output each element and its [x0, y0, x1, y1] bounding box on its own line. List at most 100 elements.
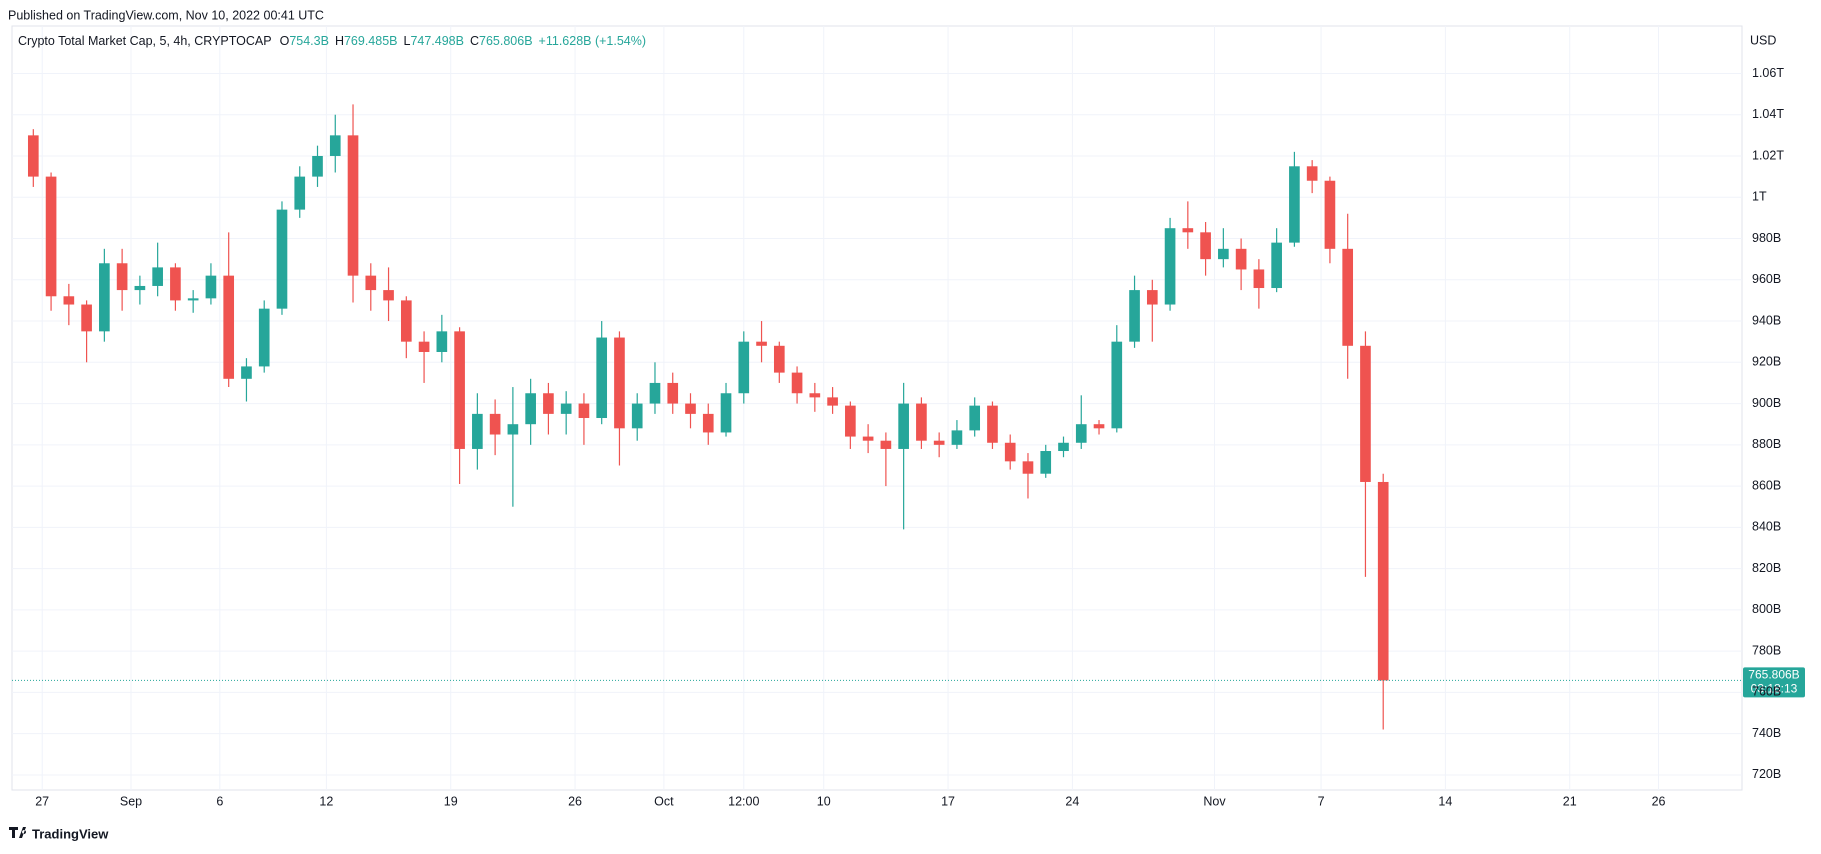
- candle-body: [685, 403, 696, 414]
- legend-header: Crypto Total Market Cap, 5, 4h, CRYPTOCA…: [18, 34, 646, 48]
- candle-body: [276, 209, 288, 309]
- candle-body: [187, 298, 199, 301]
- legend-key: L: [404, 34, 411, 48]
- candle-body: [383, 290, 394, 301]
- y-tick-label: 1.06T: [1752, 66, 1784, 80]
- x-tick-label: 6: [216, 794, 223, 808]
- candle-body: [347, 135, 359, 276]
- candle-body: [614, 337, 625, 429]
- candle-body: [400, 300, 412, 342]
- y-tick-label: 900B: [1752, 396, 1781, 410]
- candle-body: [1360, 345, 1371, 482]
- candle-body: [1040, 451, 1052, 474]
- countdown-label: 03:18:13: [1751, 682, 1798, 696]
- brand-logo: TradingView: [9, 826, 109, 841]
- candle-body: [81, 304, 92, 332]
- x-tick-label: 24: [1065, 794, 1079, 808]
- candle-body: [1058, 442, 1069, 452]
- legend-value: 769.485B: [344, 34, 398, 48]
- candle-body: [631, 403, 643, 429]
- candle-body: [1289, 166, 1300, 243]
- x-tick-label: 12:00: [728, 794, 759, 808]
- candle-body: [170, 267, 181, 301]
- y-tick-label: 1.04T: [1752, 107, 1784, 121]
- candle-body: [1164, 228, 1176, 305]
- x-tick-label: Nov: [1203, 794, 1226, 808]
- y-tick-label: 780B: [1752, 643, 1781, 657]
- candle-body: [312, 155, 323, 177]
- candle-body: [560, 403, 572, 414]
- candle-body: [1111, 341, 1123, 429]
- candle-body: [472, 413, 483, 449]
- candle-body: [1022, 461, 1034, 474]
- candle-body: [152, 267, 163, 286]
- candle-body: [1093, 424, 1105, 429]
- currency-label: USD: [1750, 33, 1776, 47]
- candle-body: [1342, 248, 1354, 346]
- candle-body: [63, 296, 75, 305]
- candle-body: [809, 393, 821, 398]
- candle-body: [418, 341, 430, 352]
- candle-body: [578, 403, 590, 419]
- legend-key: O: [280, 34, 290, 48]
- candle-body: [1271, 242, 1282, 289]
- y-tick-label: 720B: [1752, 767, 1781, 781]
- candle-body: [1218, 248, 1229, 260]
- candle-body: [738, 341, 750, 394]
- candle-body: [1075, 424, 1087, 443]
- candle-body: [134, 285, 146, 291]
- last-price-box: [1743, 667, 1805, 698]
- x-tick-label: Sep: [120, 794, 142, 808]
- candle-body: [987, 405, 998, 443]
- candle-body: [489, 413, 501, 435]
- candle-body: [436, 331, 448, 352]
- candle-body: [329, 135, 341, 156]
- candle-body: [933, 440, 945, 445]
- candle-body: [1306, 166, 1318, 181]
- candle-body: [365, 275, 377, 291]
- candle-body: [880, 440, 892, 449]
- candle-body: [205, 275, 217, 299]
- candle-body: [773, 345, 785, 373]
- candle-body: [720, 393, 732, 433]
- candle-body: [1200, 232, 1211, 260]
- candle-body: [756, 341, 767, 346]
- brand-name: TradingView: [32, 826, 109, 841]
- x-tick-label: 26: [1652, 794, 1666, 808]
- candle-body: [596, 337, 608, 419]
- candle-body: [1324, 180, 1336, 249]
- x-tick-label: 17: [941, 794, 955, 808]
- candle-body: [507, 424, 519, 435]
- candle-body: [791, 372, 803, 394]
- y-tick-label: 920B: [1752, 355, 1781, 369]
- candle-body: [951, 430, 963, 445]
- legend-change: +11.628B (+1.54%): [539, 34, 646, 48]
- x-tick-label: 14: [1438, 794, 1452, 808]
- x-tick-label: 26: [568, 794, 582, 808]
- grid: [12, 26, 1742, 790]
- published-note: Published on TradingView.com, Nov 10, 20…: [8, 8, 324, 22]
- candle-body: [258, 308, 270, 367]
- candle-body: [969, 405, 981, 431]
- plot-frame: [11, 25, 1743, 791]
- legend-key: H: [335, 34, 344, 48]
- candle-body: [45, 176, 57, 297]
- y-tick-label: 880B: [1752, 437, 1781, 451]
- x-tick-label: 12: [319, 794, 333, 808]
- legend-key: C: [470, 34, 479, 48]
- candle-body: [454, 331, 465, 449]
- y-tick-label: 860B: [1752, 478, 1781, 492]
- candle-body: [667, 382, 679, 404]
- candle-body: [845, 405, 856, 437]
- candles: [27, 104, 1389, 730]
- candle-body: [649, 382, 661, 404]
- candle-body: [1129, 290, 1140, 342]
- candle-body: [916, 403, 927, 441]
- y-tick-label: 940B: [1752, 313, 1781, 327]
- candle-body: [1253, 269, 1265, 289]
- y-tick-label: 840B: [1752, 520, 1781, 534]
- candle-body: [702, 413, 714, 433]
- y-tick-label: 960B: [1752, 272, 1781, 286]
- x-tick-label: 10: [817, 794, 831, 808]
- x-tick-label: 7: [1318, 794, 1325, 808]
